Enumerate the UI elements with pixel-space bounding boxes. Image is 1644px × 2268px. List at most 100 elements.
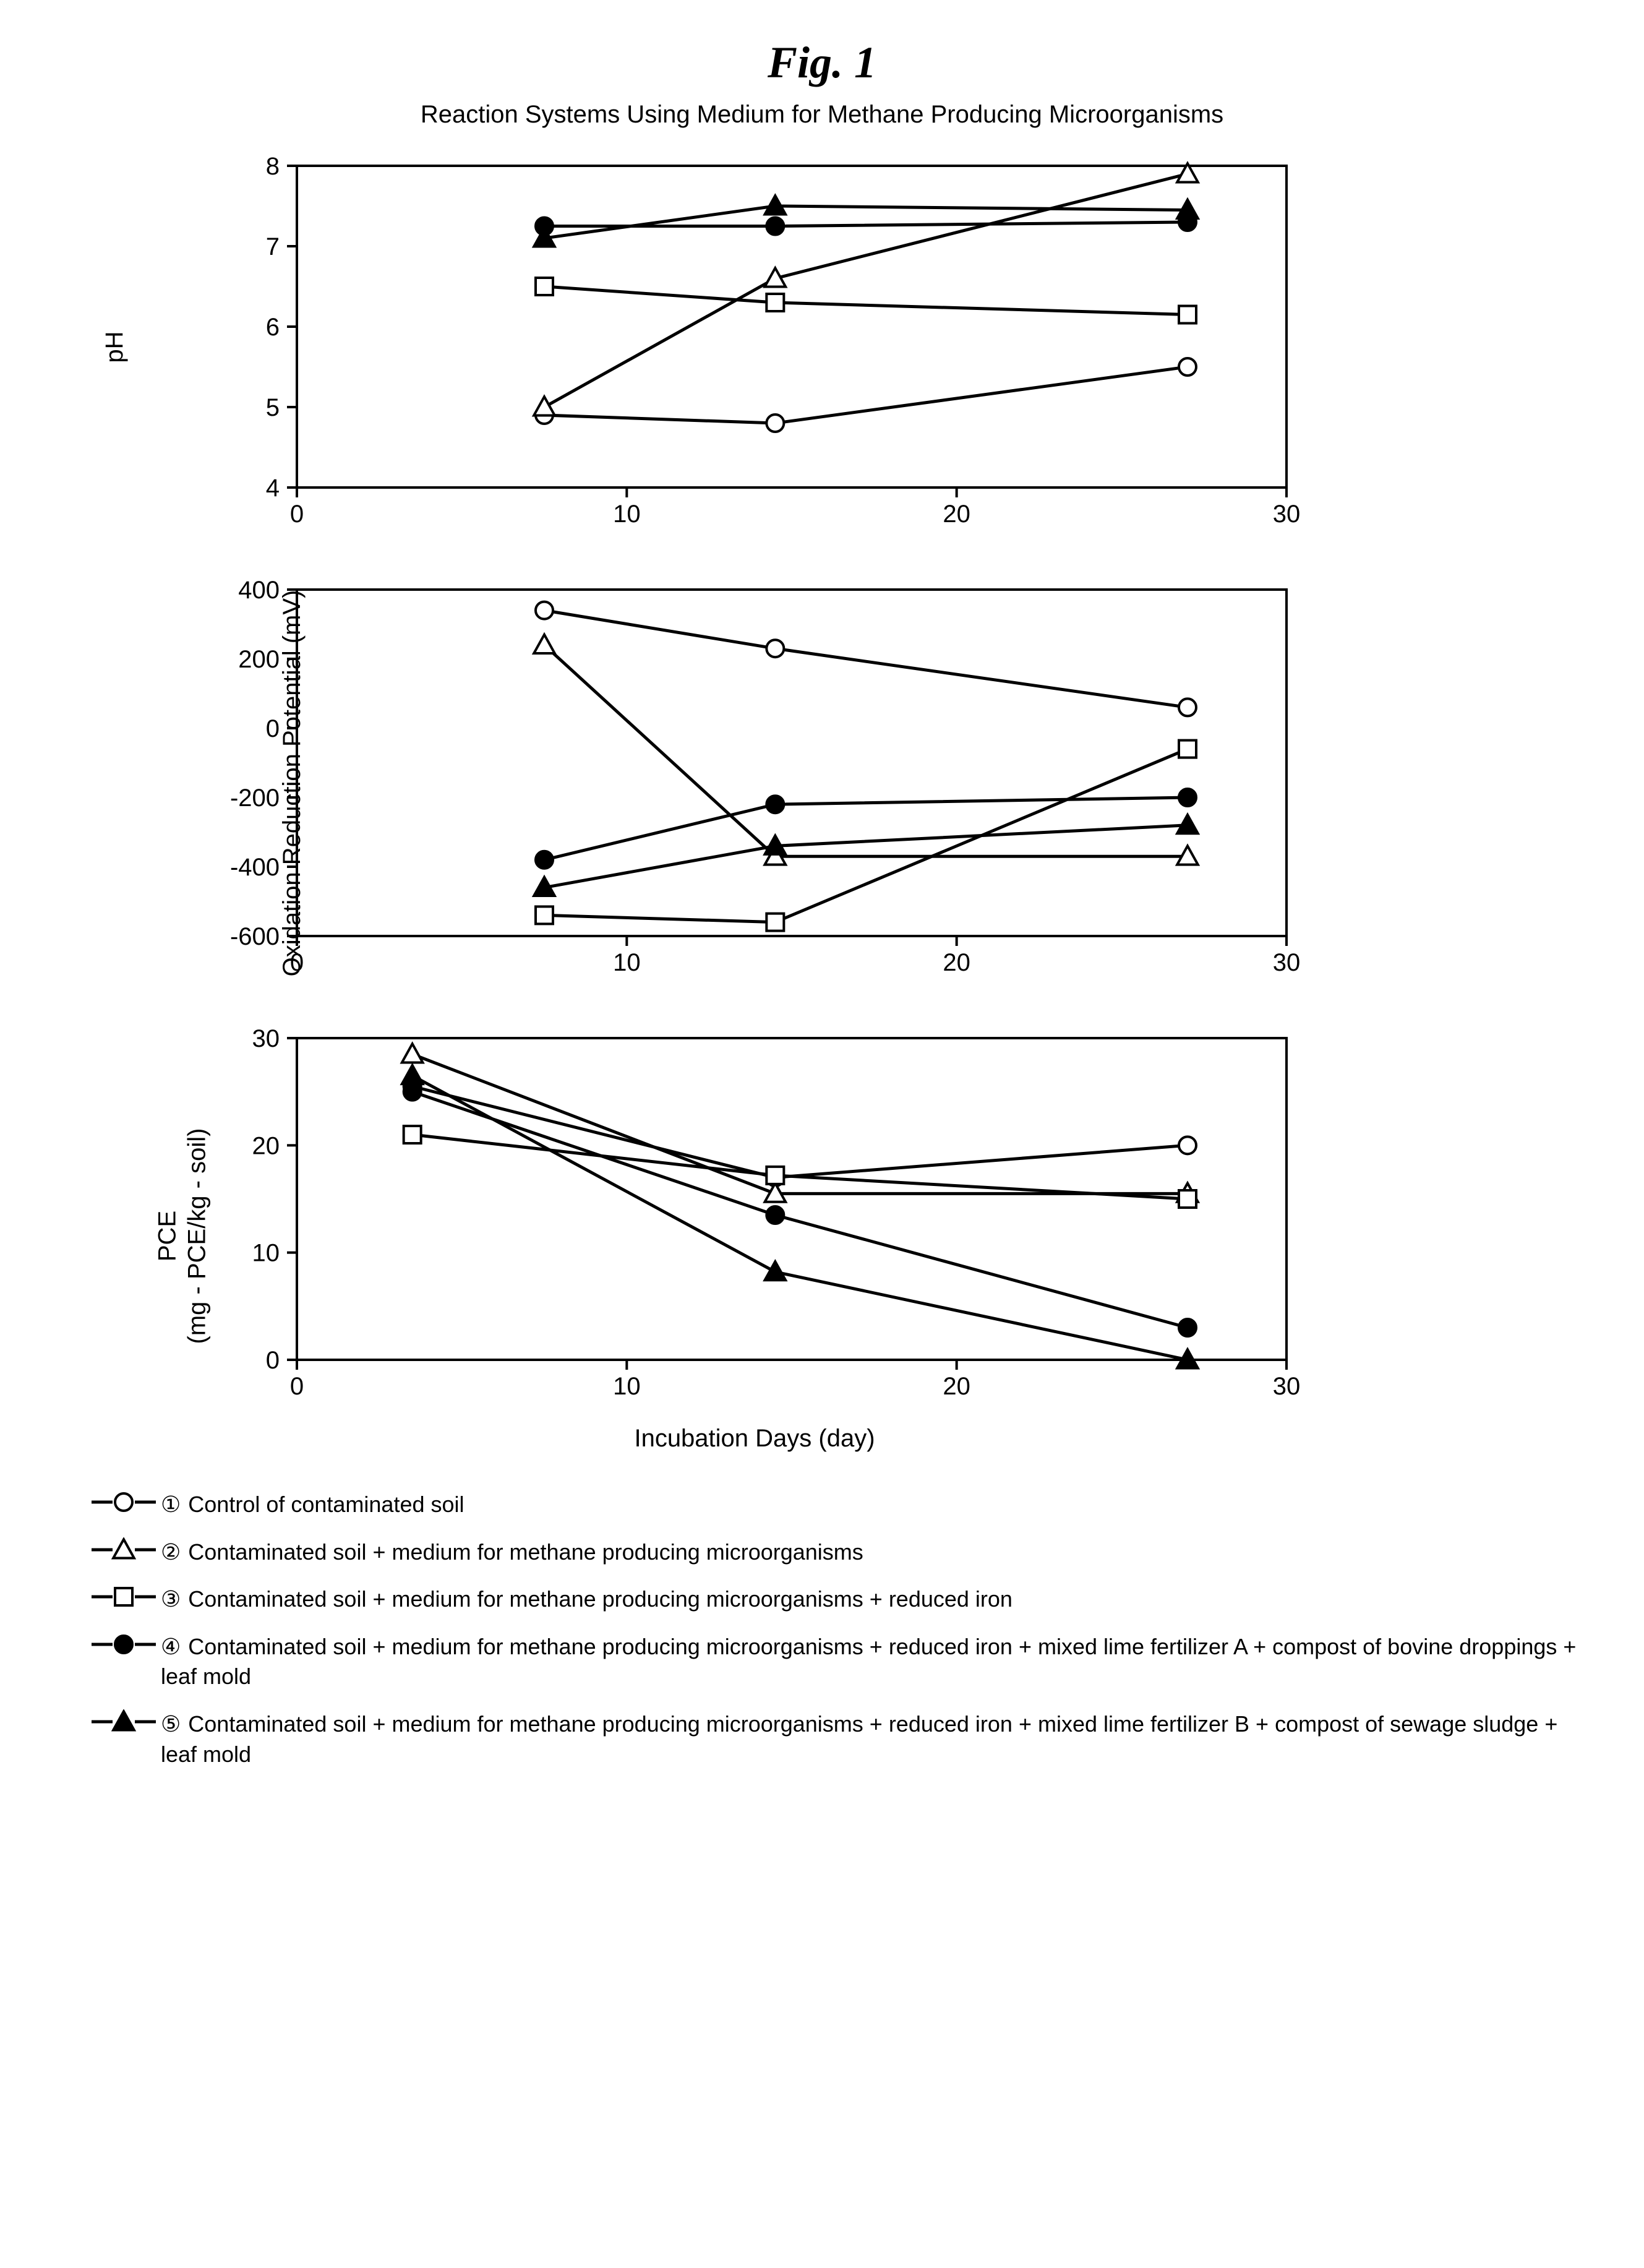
svg-text:8: 8 (266, 153, 280, 180)
series-marker-s4 (1179, 789, 1196, 806)
svg-text:5: 5 (266, 394, 280, 421)
legend-text-label: Contaminated soil + medium for methane p… (161, 1711, 1557, 1767)
svg-text:400: 400 (238, 577, 280, 604)
ylabel-orp: Oxidation Reduction Potential (mV) (278, 590, 306, 976)
series-marker-s1 (766, 640, 784, 657)
series-marker-s3 (404, 1126, 421, 1143)
svg-text:10: 10 (613, 949, 640, 976)
legend-text-label: Contaminated soil + medium for methane p… (188, 1539, 863, 1565)
series-marker-s4 (766, 796, 784, 813)
series-marker-s3 (536, 906, 553, 924)
legend-label: ② Contaminated soil + medium for methane … (161, 1537, 1582, 1568)
series-marker-s1 (1179, 1136, 1196, 1154)
legend-label: ④Contaminated soil + medium for methane … (161, 1632, 1582, 1692)
svg-text:20: 20 (943, 500, 970, 528)
svg-text:20: 20 (252, 1132, 280, 1159)
legend-label: ⑤Contaminated soil + medium for methane … (161, 1709, 1582, 1769)
legend-text-label: Contaminated soil + medium for methane p… (188, 1586, 1013, 1612)
legend-number-icon: ① (161, 1490, 181, 1520)
legend-item-s1: ① Control of contaminated soil (87, 1490, 1582, 1520)
series-marker-s3 (1179, 1190, 1196, 1208)
legend-item-s5: ⑤Contaminated soil + medium for methane … (87, 1709, 1582, 1769)
series-line-s2 (413, 1054, 1188, 1193)
svg-text:30: 30 (1273, 1373, 1301, 1400)
svg-text:30: 30 (1273, 949, 1301, 976)
chart-wrap-ph: pH456780102030 (186, 147, 1361, 546)
svg-text:10: 10 (613, 1373, 640, 1400)
legend: ① Control of contaminated soil ② Contaminat… (87, 1490, 1582, 1769)
legend-marker-icon (87, 1584, 161, 1609)
series-marker-s3 (766, 1167, 784, 1184)
chart-ph: 4 5 6 7 8 0 10 20 30 (186, 147, 1324, 543)
series-line-s5 (413, 1076, 1188, 1360)
svg-text:10: 10 (613, 500, 640, 528)
svg-text:-200: -200 (230, 784, 280, 812)
svg-text:10: 10 (252, 1240, 280, 1267)
series-marker-s1 (766, 415, 784, 432)
series-line-s1 (544, 367, 1188, 423)
series-marker-s4 (404, 1083, 421, 1101)
legend-number-icon: ⑤ (161, 1709, 181, 1740)
svg-text:6: 6 (266, 314, 280, 341)
legend-number-icon: ③ (161, 1584, 181, 1615)
legend-number-icon: ② (161, 1537, 181, 1568)
legend-item-s2: ② Contaminated soil + medium for methane … (87, 1537, 1582, 1568)
legend-item-s4: ④Contaminated soil + medium for methane … (87, 1632, 1582, 1692)
series-line-s2 (544, 645, 1188, 857)
legend-label: ③ Contaminated soil + medium for methane … (161, 1584, 1582, 1615)
series-marker-s5 (765, 1261, 786, 1280)
svg-text:-400: -400 (230, 854, 280, 881)
ylabel-ph: pH (101, 331, 129, 363)
ylabel-pce: PCE (mg - PCE/kg - soil) (152, 1128, 212, 1344)
legend-item-s3: ③ Contaminated soil + medium for methane … (87, 1584, 1582, 1615)
series-line-s3 (413, 1135, 1188, 1199)
series-marker-s3 (536, 278, 553, 295)
figure-subtitle: Reaction Systems Using Medium for Methan… (62, 101, 1582, 129)
series-marker-s2 (534, 397, 555, 415)
series-marker-s2 (402, 1044, 423, 1062)
legend-marker-icon (87, 1709, 161, 1734)
svg-text:0: 0 (290, 500, 304, 528)
series-marker-s4 (536, 851, 553, 869)
legend-number-icon: ④ (161, 1632, 181, 1662)
figure-title: Fig. 1 (62, 37, 1582, 88)
series-marker-s1 (1179, 698, 1196, 716)
svg-text:200: 200 (238, 646, 280, 673)
svg-text:4: 4 (266, 475, 280, 502)
svg-text:0: 0 (290, 1373, 304, 1400)
series-marker-s4 (766, 218, 784, 235)
legend-marker-icon (87, 1490, 161, 1514)
series-marker-s4 (1179, 1319, 1196, 1336)
svg-text:-600: -600 (230, 923, 280, 950)
chart-wrap-pce: PCE (mg - PCE/kg - soil)01020300102030In… (186, 1020, 1361, 1453)
series-marker-s3 (1179, 306, 1196, 324)
series-marker-s5 (402, 1065, 423, 1084)
series-marker-s1 (1179, 358, 1196, 376)
series-marker-s1 (536, 602, 553, 619)
charts-container: pH456780102030Oxidation Reduction Potent… (186, 147, 1361, 1453)
svg-text:30: 30 (1273, 500, 1301, 528)
legend-marker-icon (87, 1537, 161, 1562)
series-line-s3 (544, 286, 1188, 315)
chart-wrap-orp: Oxidation Reduction Potential (mV)-600 -4… (186, 571, 1361, 995)
chart-pce: 0 10 20 30 0 10 20 30 (186, 1020, 1324, 1415)
legend-text-label: Contaminated soil + medium for methane p… (161, 1634, 1576, 1690)
chart-orp: -600-400-20002004000102030 (186, 571, 1324, 992)
series-marker-s3 (766, 294, 784, 311)
series-line-s4 (413, 1092, 1188, 1328)
legend-text-label: Control of contaminated soil (188, 1492, 464, 1517)
legend-marker-icon (87, 1632, 161, 1657)
series-marker-s4 (766, 1206, 784, 1224)
xlabel: Incubation Days (day) (186, 1425, 1324, 1453)
svg-text:20: 20 (943, 1373, 970, 1400)
svg-text:7: 7 (266, 233, 280, 260)
svg-text:20: 20 (943, 949, 970, 976)
series-marker-s2 (534, 635, 555, 653)
svg-text:30: 30 (252, 1025, 280, 1052)
svg-text:0: 0 (266, 1347, 280, 1374)
series-marker-s3 (1179, 741, 1196, 758)
svg-text:0: 0 (266, 715, 280, 742)
series-line-s1 (544, 611, 1188, 708)
series-marker-s3 (766, 914, 784, 931)
legend-label: ① Control of contaminated soil (161, 1490, 1582, 1520)
